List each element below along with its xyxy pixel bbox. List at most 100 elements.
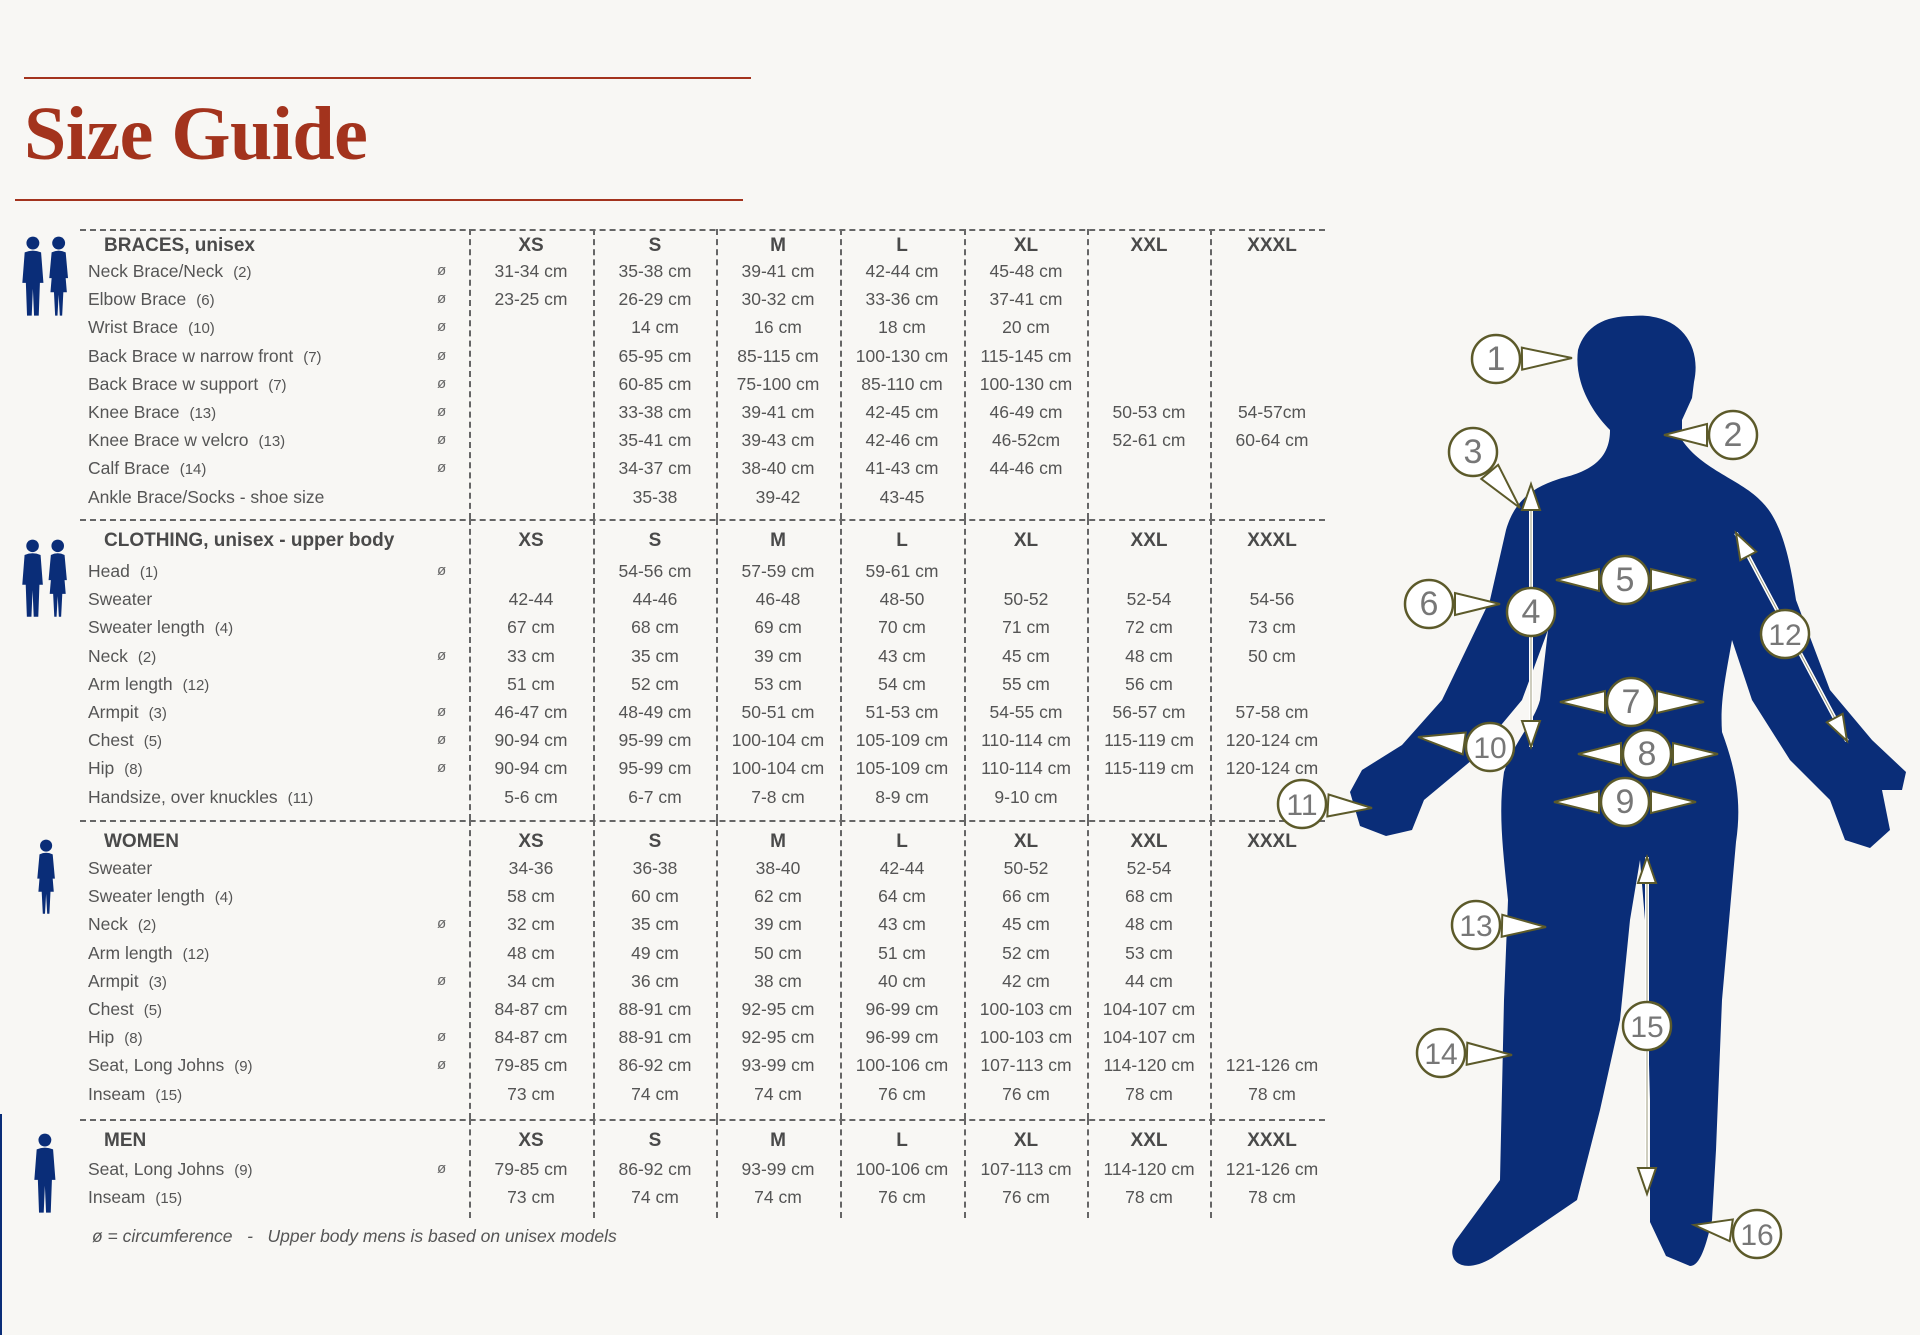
- callout-8: 8: [1577, 728, 1719, 780]
- callout-10: 10: [1417, 721, 1516, 773]
- size-value-xl: 42 cm: [1002, 970, 1050, 991]
- circumference-marker: ø: [437, 703, 447, 720]
- size-value-l: 64 cm: [878, 886, 926, 907]
- size-value-xs: 23-25 cm: [494, 289, 568, 310]
- arrowhead-icon: [1520, 720, 1542, 751]
- size-value-l: 8-9 cm: [875, 786, 929, 807]
- size-value-xl: 66 cm: [1002, 886, 1050, 907]
- pointer-arrow-icon: [1479, 463, 1521, 509]
- size-section-0: BRACES, unisex XS S M L XL XXL XXXL Neck Brace/N…: [0, 229, 1330, 519]
- size-value-xs: 5-6 cm: [504, 786, 558, 807]
- size-value-xxxl: 121-126 cm: [1225, 1055, 1319, 1076]
- callout-circle: [1605, 676, 1657, 728]
- size-value-m: 39-42: [755, 486, 801, 507]
- size-value-m: 92-95 cm: [741, 1027, 815, 1048]
- circumference-marker: ø: [437, 1028, 447, 1046]
- size-value-m: 39 cm: [754, 645, 802, 666]
- column-divider: [964, 519, 966, 820]
- body-point-reference: (13): [189, 405, 217, 422]
- callout-circle: [1599, 554, 1651, 606]
- size-value-xl: 115-145 cm: [980, 345, 1072, 366]
- callout-circle: [1621, 728, 1673, 780]
- callout-number: 9: [1616, 783, 1635, 821]
- size-value-xs: 33 cm: [507, 645, 555, 666]
- body-point-reference: (2): [233, 264, 252, 281]
- body-point-reference: (3): [148, 705, 167, 722]
- size-value-xl: 76 cm: [1002, 1083, 1050, 1104]
- callout-number: 7: [1622, 683, 1641, 721]
- size-value-xxl: 44 cm: [1125, 970, 1173, 991]
- column-divider: [469, 820, 471, 1119]
- size-value-xxxl: 120-124 cm: [1225, 730, 1319, 751]
- size-value-l: 100-130 cm: [855, 345, 949, 366]
- body-point-reference: (2): [137, 917, 157, 935]
- size-value-xl: 71 cm: [1002, 617, 1050, 638]
- size-value-xs: 34 cm: [507, 970, 555, 991]
- column-divider: [716, 820, 718, 1119]
- callout-number: 6: [1420, 585, 1439, 623]
- measurement-name: Sweater: [88, 589, 153, 610]
- callout-circle: [1621, 1000, 1673, 1052]
- size-value-xxl: 115-119 cm: [1104, 730, 1194, 751]
- column-divider: [1210, 820, 1212, 1119]
- callout-circle: [1470, 333, 1522, 385]
- size-value-xl: 100-130 cm: [979, 373, 1073, 394]
- measurement-name: Sweater length: [88, 617, 205, 638]
- callout-7: 7: [1559, 676, 1705, 728]
- size-value-xs: 79-85 cm: [494, 1159, 568, 1179]
- size-value-l: 100-106 cm: [855, 1055, 949, 1076]
- callout-circle: [1731, 1208, 1783, 1260]
- size-header-s: S: [648, 530, 662, 551]
- column-divider: [1210, 1119, 1212, 1218]
- size-value-xxxl: 121-126 cm: [1225, 1159, 1319, 1179]
- table-row: Sweater 34-36 36-38 38-40 42-44 50-52 52-54: [0, 854, 1330, 882]
- size-value-xl: 55 cm: [1002, 673, 1050, 694]
- measurement-name: Arm length: [88, 942, 173, 963]
- callout-circle: [1707, 409, 1759, 461]
- size-value-s: 35 cm: [631, 645, 679, 666]
- section-divider: [80, 820, 1325, 822]
- table-row: Chest (5) 84-87 cm 88-91 cm 92-95 cm 96-99 cm…: [0, 995, 1330, 1023]
- size-value-xxl: 48 cm: [1125, 645, 1173, 666]
- left-edge-bar: [0, 1114, 2, 1335]
- couple-silhouette-icon: [22, 539, 67, 617]
- body-point-reference: (11): [287, 789, 314, 807]
- circumference-marker: ø: [437, 562, 447, 579]
- size-value-xs: 90-94 cm: [494, 758, 568, 779]
- row-label: Sweater: [88, 854, 152, 882]
- size-value-l: 42-44 cm: [865, 261, 939, 281]
- size-value-xl: 50-52: [1003, 589, 1049, 610]
- pointer-arrow-icon: [1326, 793, 1373, 818]
- size-value-s: 74 cm: [631, 1187, 679, 1208]
- title-bottom-rule: [15, 199, 743, 201]
- pointer-arrow-icon: [1520, 346, 1573, 371]
- title-top-rule: [24, 77, 751, 79]
- column-divider: [840, 1119, 842, 1218]
- column-divider: [1087, 820, 1089, 1119]
- size-header-m: M: [770, 1130, 786, 1151]
- row-label: Elbow Brace (6): [88, 285, 215, 315]
- size-value-l: 43 cm: [878, 914, 926, 935]
- row-label: Calf Brace (14): [88, 454, 206, 484]
- table-row: Seat, Long Johns (9) ø 79-85 cm 86-92 cm 93-9…: [0, 1051, 1330, 1079]
- section-title: MEN: [104, 1130, 147, 1151]
- body-point-reference: (1): [139, 564, 159, 581]
- row-label: Neck Brace/Neck (2): [88, 257, 252, 287]
- size-value-l: 48-50: [879, 589, 925, 610]
- size-value-xs: 46-47 cm: [494, 702, 568, 722]
- table-row: Neck (2) ø 33 cm 35 cm 39 cm 43 cm 45 cm 48 cm 50…: [0, 642, 1330, 670]
- size-value-xxl: 68 cm: [1125, 886, 1173, 907]
- size-value-l: 33-36 cm: [865, 289, 939, 310]
- size-value-l: 42-46 cm: [865, 430, 939, 451]
- size-value-xs: 90-94 cm: [494, 730, 568, 751]
- size-value-l: 59-61 cm: [865, 561, 939, 581]
- row-label: Inseam (15): [88, 1183, 182, 1213]
- section-divider: [80, 229, 1325, 231]
- callout-number: 16: [1740, 1219, 1773, 1252]
- body-point-reference: (9): [234, 1162, 253, 1179]
- footnote-unisex-note: Upper body mens is based on unisex model…: [267, 1226, 617, 1246]
- size-header-xxl: XXL: [1130, 530, 1168, 551]
- table-row: Inseam (15) 73 cm 74 cm 74 cm 76 cm 76 cm 78 cm…: [0, 1183, 1330, 1211]
- table-row: Sweater length (4) 67 cm 68 cm 69 cm 70 cm 71 …: [0, 613, 1330, 641]
- size-section-3: MEN XS S M L XL XXL XXXL Seat, Long Johns (9) ø 79-…: [0, 1119, 1330, 1218]
